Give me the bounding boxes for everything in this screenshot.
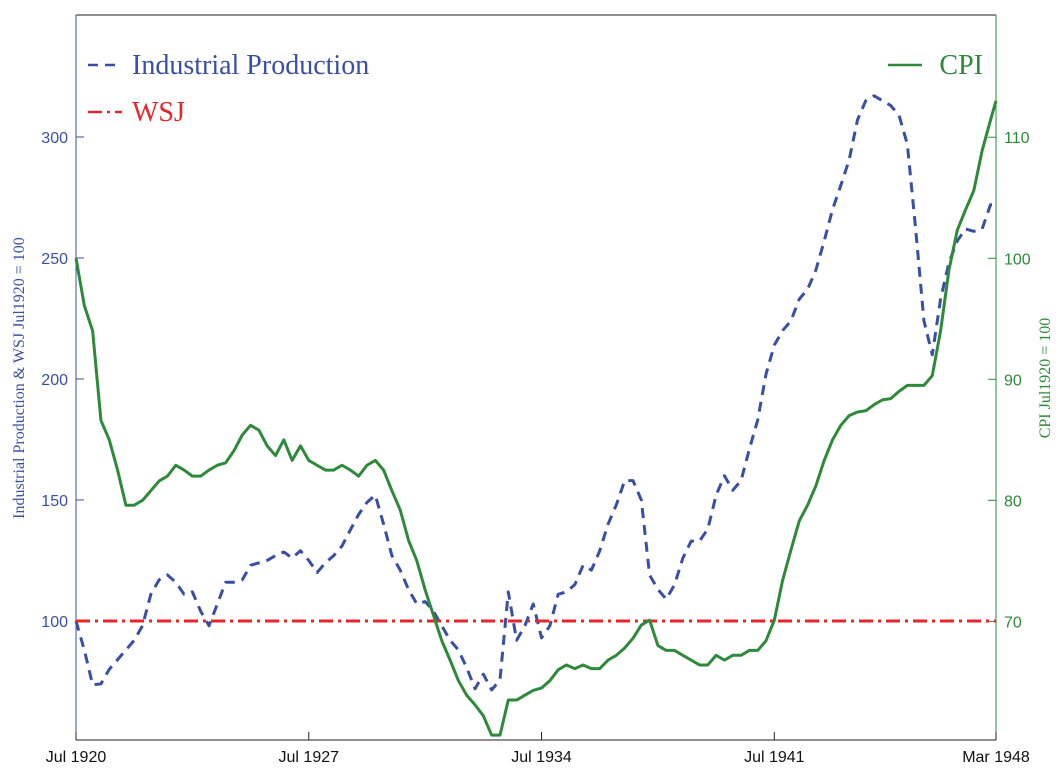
x-tick-label: Mar 1948 bbox=[962, 749, 1030, 766]
y-tick-label: 100 bbox=[41, 614, 68, 631]
legend-label: WSJ bbox=[132, 97, 185, 128]
legend-label: CPI bbox=[939, 50, 983, 81]
y2-axis-label: CPI Jul1920 = 100 bbox=[1037, 318, 1054, 439]
y2-tick-label: 100 bbox=[1004, 251, 1031, 268]
x-tick-label: Jul 1927 bbox=[279, 749, 340, 766]
legend-label: Industrial Production bbox=[132, 50, 369, 81]
y2-tick-label: 80 bbox=[1004, 493, 1022, 510]
y-tick-label: 300 bbox=[41, 130, 68, 147]
series-line bbox=[74, 94, 996, 692]
x-tick-label: Jul 1920 bbox=[46, 749, 107, 766]
x-tick-label: Jul 1934 bbox=[511, 749, 572, 766]
y2-tick-label: 90 bbox=[1004, 372, 1022, 389]
y-tick-label: 200 bbox=[41, 372, 68, 389]
series-line bbox=[74, 100, 998, 737]
x-tick-label: Jul 1941 bbox=[744, 749, 805, 766]
y2-tick-label: 110 bbox=[1004, 130, 1030, 147]
y2-tick-label: 70 bbox=[1004, 614, 1022, 631]
y-tick-label: 150 bbox=[41, 493, 68, 510]
y-tick-label: 250 bbox=[41, 251, 68, 268]
y-axis-label: Industrial Production & WSJ Jul1920 = 10… bbox=[11, 237, 28, 519]
